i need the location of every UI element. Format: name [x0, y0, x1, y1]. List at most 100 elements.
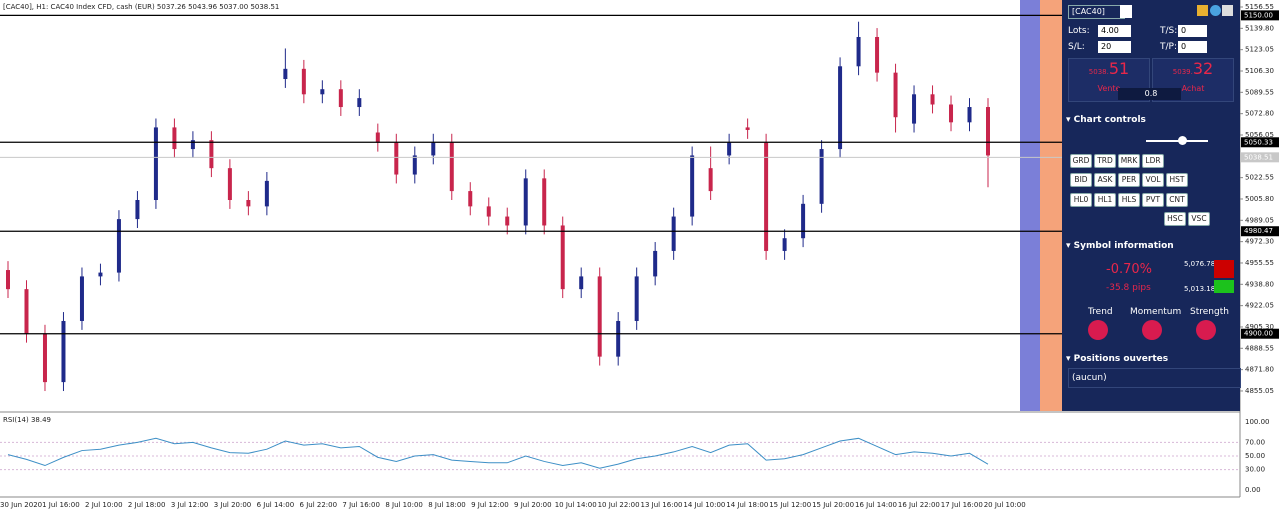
control-button[interactable]: TRD: [1094, 154, 1116, 168]
ts-input[interactable]: 0: [1178, 25, 1207, 37]
x-tick-label: 9 Jul 12:00: [471, 501, 509, 509]
y-tick-label: 5022.55: [1245, 174, 1274, 182]
candle-body: [616, 320, 621, 357]
candle-body: [431, 142, 436, 156]
candle-body: [394, 142, 399, 175]
text: Chart controls: [1073, 115, 1146, 125]
y-tick-label: 4855.05: [1245, 387, 1274, 395]
x-tick-label: 2 Jul 10:00: [85, 501, 123, 509]
candle-body: [468, 191, 473, 207]
high: 5,076.78: [1184, 260, 1216, 268]
orange-strip: [1040, 0, 1062, 411]
candle-body: [357, 98, 362, 108]
control-button[interactable]: BID: [1070, 173, 1092, 187]
trade-panel: [CAC40] Lots: 4.00 T/S: 0 S/L: 20 T/P: 0…: [1062, 0, 1241, 411]
icon[interactable]: [1210, 5, 1221, 16]
control-button[interactable]: LDR: [1142, 154, 1164, 168]
tp-input[interactable]: 0: [1178, 41, 1207, 53]
candle-body: [579, 276, 584, 290]
icon[interactable]: [1222, 5, 1233, 16]
control-button[interactable]: MRK: [1118, 154, 1140, 168]
candle-body: [375, 132, 380, 143]
candle-body: [986, 107, 990, 156]
candle-body: [949, 104, 954, 123]
level-label: 4900.00: [1244, 330, 1273, 338]
icon[interactable]: [1197, 5, 1208, 16]
control-button[interactable]: ASK: [1094, 173, 1116, 187]
y-tick-label: 5156.55: [1245, 3, 1274, 11]
control-button[interactable]: HL1: [1094, 193, 1116, 207]
candle-body: [116, 219, 121, 273]
candle-body: [764, 142, 769, 251]
candle-body: [190, 140, 195, 150]
candle-body: [856, 36, 861, 67]
candle-body: [727, 142, 732, 156]
y-tick-label: 5072.80: [1245, 110, 1274, 118]
control-button[interactable]: VOL: [1142, 173, 1164, 187]
buy-label: Achat: [1181, 84, 1205, 93]
control-button[interactable]: GRD: [1070, 154, 1092, 168]
control-button[interactable]: HST: [1166, 173, 1188, 187]
control-button[interactable]: HL0: [1070, 193, 1092, 207]
candle-body: [912, 94, 917, 124]
candle-body: [708, 168, 713, 192]
dropdown[interactable]: [1120, 5, 1132, 18]
pips: -35.8 pips: [1106, 283, 1151, 293]
slider-knob[interactable]: [1178, 136, 1187, 145]
price-big: 32: [1192, 59, 1214, 78]
section-title[interactable]: ▾ Symbol information: [1066, 241, 1174, 251]
candle-body: [412, 155, 417, 175]
chart-header: [CAC40], H1: CAC40 Index CFD, cash (EUR)…: [3, 3, 279, 11]
y-tick-label: 5123.05: [1245, 46, 1274, 54]
x-tick-label: 7 Jul 16:00: [342, 501, 380, 509]
spread: 0.8: [1118, 88, 1181, 100]
high-box: [1214, 260, 1234, 278]
slider[interactable]: [1146, 140, 1208, 142]
lots-input[interactable]: 4.00: [1098, 25, 1131, 37]
sl-input[interactable]: 20: [1098, 41, 1131, 53]
section-title[interactable]: ▾ Positions ouvertes: [1066, 354, 1169, 364]
control-button[interactable]: CNT: [1166, 193, 1188, 207]
control-button[interactable]: PVT: [1142, 193, 1164, 207]
low: 5,013.18: [1184, 285, 1216, 293]
down-arrow: [1196, 320, 1216, 340]
y-tick-label: 5089.55: [1245, 88, 1274, 96]
x-tick-label: 30 Jun 2020: [0, 501, 42, 509]
label: T/S:: [1160, 26, 1178, 36]
control-button[interactable]: HSC: [1164, 212, 1186, 226]
x-tick-label: 16 Jul 22:00: [898, 501, 940, 509]
candle-body: [79, 276, 84, 321]
candle-body: [246, 200, 251, 207]
x-tick-label: 10 Jul 14:00: [555, 501, 597, 509]
control-button[interactable]: PER: [1118, 173, 1140, 187]
candle-body: [320, 89, 325, 95]
y-tick-label: 5005.80: [1245, 195, 1274, 203]
candle-body: [745, 127, 750, 130]
control-button[interactable]: HLS: [1118, 193, 1140, 207]
y-tick-label: 0.00: [1245, 486, 1261, 494]
level-tag: [1241, 226, 1279, 237]
y-tick-label: 4905.30: [1245, 323, 1274, 331]
rsi-line: [7, 437, 989, 469]
label: Lots:: [1068, 26, 1090, 36]
sell-label: Vente: [1097, 84, 1121, 93]
level-label: 4980.47: [1244, 227, 1273, 235]
x-tick-label: 2 Jul 18:00: [128, 501, 166, 509]
candle-body: [893, 72, 898, 118]
x-tick-label: 8 Jul 10:00: [385, 501, 423, 509]
level-label: 5150.00: [1244, 11, 1273, 19]
candle-body: [782, 238, 787, 251]
candle-body: [523, 178, 528, 226]
section-title[interactable]: ▾ Chart controls: [1066, 115, 1146, 125]
candle-body: [671, 216, 676, 251]
text: Positions ouvertes: [1073, 354, 1169, 364]
x-tick-label: 6 Jul 22:00: [300, 501, 338, 509]
control-button[interactable]: VSC: [1188, 212, 1210, 226]
level-label: 5050.33: [1244, 138, 1273, 146]
indicator: Momentum: [1130, 307, 1182, 317]
down-arrow: [1142, 320, 1162, 340]
purple-strip: [1020, 0, 1040, 411]
x-tick-label: 3 Jul 12:00: [171, 501, 209, 509]
symbol-select[interactable]: [CAC40]: [1068, 5, 1125, 19]
level-tag: [1241, 10, 1279, 21]
